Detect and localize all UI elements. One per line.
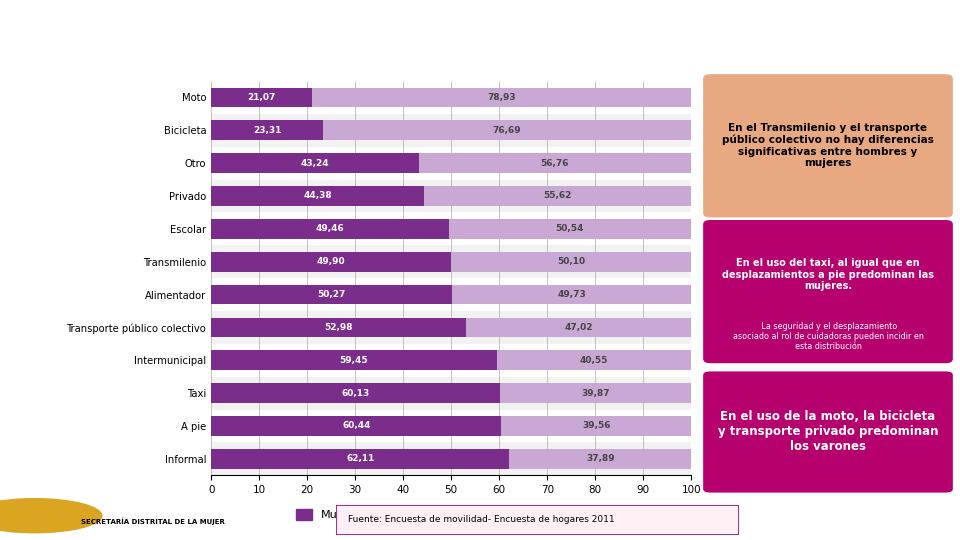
Text: 21,07: 21,07 xyxy=(248,93,276,102)
Text: 43,24: 43,24 xyxy=(300,159,329,167)
Bar xyxy=(211,311,691,344)
Text: 50,27: 50,27 xyxy=(318,290,346,299)
Text: 49,73: 49,73 xyxy=(558,290,587,299)
Bar xyxy=(211,252,451,272)
Bar xyxy=(211,153,419,173)
Bar xyxy=(448,219,691,239)
Text: 50,10: 50,10 xyxy=(557,257,585,266)
Text: 62,11: 62,11 xyxy=(346,454,374,463)
Bar xyxy=(211,180,691,212)
Text: 78,93: 78,93 xyxy=(488,93,516,102)
Text: 50,54: 50,54 xyxy=(556,224,584,233)
Bar xyxy=(211,383,500,403)
Bar xyxy=(312,87,691,107)
Bar xyxy=(211,318,466,337)
Bar xyxy=(211,449,510,469)
Text: 47,02: 47,02 xyxy=(564,323,592,332)
Bar xyxy=(419,153,691,173)
Text: Distribución del uso de los medios de transporte en Bogotá por sexo: Distribución del uso de los medios de tr… xyxy=(12,24,580,40)
Bar xyxy=(211,245,691,278)
Text: 44,38: 44,38 xyxy=(303,192,332,200)
Text: 39,56: 39,56 xyxy=(582,421,611,430)
Text: Fuente: Encuesta de movilidad- Encuesta de hogares 2011: Fuente: Encuesta de movilidad- Encuesta … xyxy=(348,515,614,524)
Bar xyxy=(496,350,691,370)
Bar xyxy=(211,186,424,206)
Bar xyxy=(211,377,691,409)
Text: En el uso de la moto, la bicicleta
y transporte privado predominan
los varones: En el uso de la moto, la bicicleta y tra… xyxy=(718,410,938,454)
Bar xyxy=(211,120,324,140)
FancyBboxPatch shape xyxy=(336,505,739,535)
Bar xyxy=(211,147,691,180)
Bar xyxy=(211,212,691,245)
Bar xyxy=(211,219,448,239)
Bar xyxy=(211,285,452,305)
Text: 76,69: 76,69 xyxy=(492,126,521,135)
Text: 60,13: 60,13 xyxy=(342,389,370,397)
Bar xyxy=(452,285,691,305)
Bar xyxy=(211,416,501,436)
Text: 49,90: 49,90 xyxy=(317,257,346,266)
Text: 56,76: 56,76 xyxy=(540,159,569,167)
Text: 39,87: 39,87 xyxy=(581,389,610,397)
Bar xyxy=(324,120,691,140)
Bar xyxy=(211,87,312,107)
FancyBboxPatch shape xyxy=(703,74,953,218)
Bar xyxy=(510,449,691,469)
FancyBboxPatch shape xyxy=(703,372,953,492)
Text: 49,46: 49,46 xyxy=(316,224,345,233)
Text: 40,55: 40,55 xyxy=(580,356,608,364)
Circle shape xyxy=(0,499,102,532)
Bar xyxy=(451,252,691,272)
Legend: Mujeres, Hombres: Mujeres, Hombres xyxy=(291,504,468,525)
FancyBboxPatch shape xyxy=(703,220,953,363)
Text: En el Transmilenio y el transporte
público colectivo no hay diferencias
signific: En el Transmilenio y el transporte públi… xyxy=(722,123,934,168)
Text: La seguridad y el desplazamiento
asociado al rol de cuidadoras pueden incidir en: La seguridad y el desplazamiento asociad… xyxy=(732,322,924,352)
Bar xyxy=(211,344,691,377)
Text: 37,89: 37,89 xyxy=(586,454,614,463)
Bar xyxy=(501,416,691,436)
Bar xyxy=(211,278,691,311)
Text: 60,44: 60,44 xyxy=(342,421,371,430)
Text: 59,45: 59,45 xyxy=(340,356,369,364)
Bar xyxy=(424,186,691,206)
Bar xyxy=(500,383,691,403)
Bar xyxy=(211,81,691,114)
Bar xyxy=(211,409,691,442)
Text: 55,62: 55,62 xyxy=(543,192,572,200)
Bar xyxy=(211,350,496,370)
Text: En el uso del taxi, al igual que en
desplazamientos a pie predominan las
mujeres: En el uso del taxi, al igual que en desp… xyxy=(722,258,934,292)
Bar xyxy=(211,442,691,475)
Bar xyxy=(466,318,691,337)
Text: 52,98: 52,98 xyxy=(324,323,352,332)
Text: SECRETARÍA DISTRITAL DE LA MUJER: SECRETARÍA DISTRITAL DE LA MUJER xyxy=(81,518,225,525)
Text: 23,31: 23,31 xyxy=(252,126,281,135)
Bar xyxy=(211,114,691,147)
